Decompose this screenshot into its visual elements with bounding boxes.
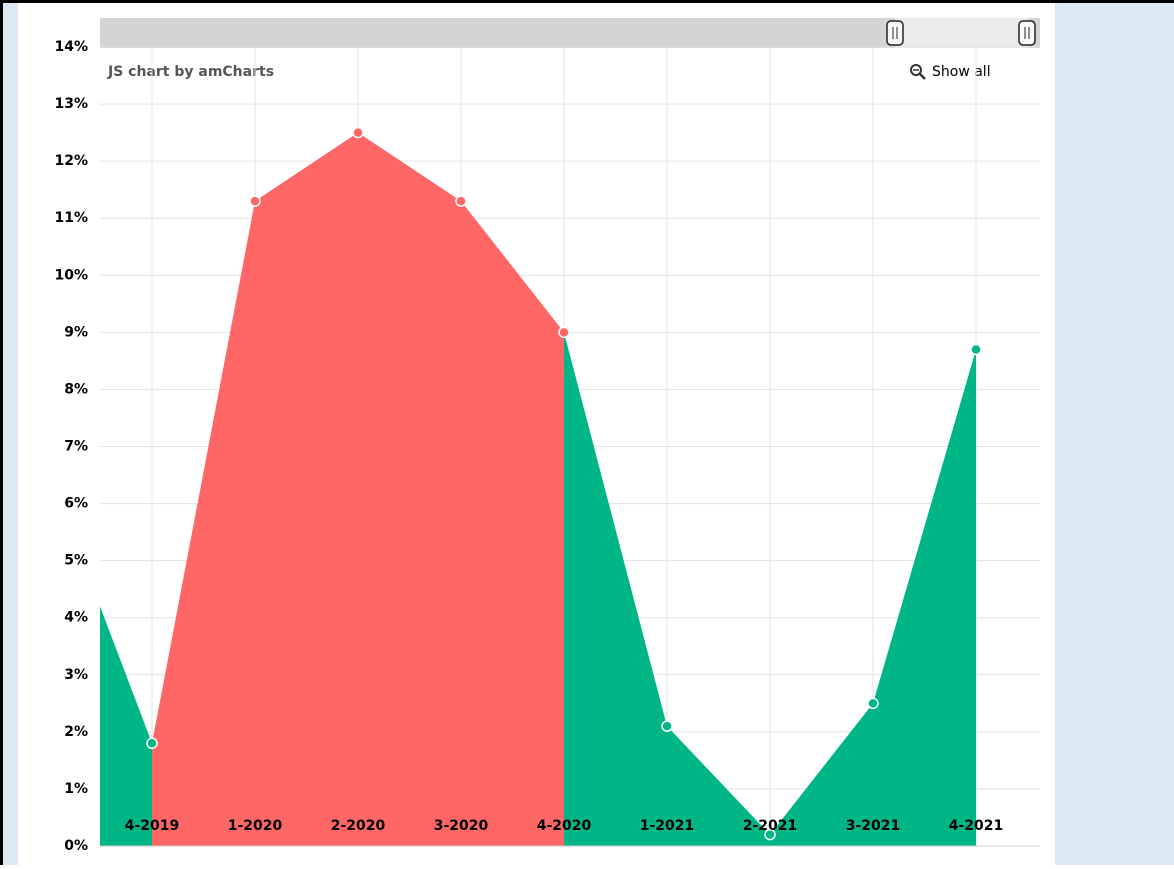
y-tick-label: 0%	[64, 838, 88, 854]
scrollbar-thumb[interactable]	[895, 18, 1028, 48]
y-tick-label: 8%	[64, 381, 88, 397]
y-tick-label: 6%	[64, 496, 88, 512]
area-segment	[358, 132, 461, 846]
y-tick-label: 2%	[64, 724, 88, 740]
x-tick-label: 4-2021	[949, 818, 1004, 834]
x-tick-label: 2-2020	[331, 818, 386, 834]
scrollbar-grip[interactable]	[1018, 20, 1036, 46]
data-point	[867, 697, 879, 710]
zoom-out-label[interactable]: Show all	[932, 64, 991, 80]
x-tick-label: 3-2021	[846, 818, 901, 834]
x-tick-label: 4-2019	[125, 818, 180, 834]
data-point	[970, 343, 982, 356]
y-tick-label: 12%	[54, 153, 88, 169]
data-point	[352, 126, 364, 139]
area-segment	[667, 726, 770, 846]
credit: JS chart by amCharts	[107, 64, 274, 80]
x-tick-label: 4-2020	[537, 818, 592, 834]
y-tick-label: 14%	[54, 39, 88, 55]
area-segment	[770, 703, 873, 846]
x-tick-label: 2-2021	[743, 818, 798, 834]
y-tick-label: 13%	[54, 96, 88, 112]
data-point	[661, 720, 673, 732]
data-point	[455, 195, 467, 207]
area-segment	[152, 201, 255, 847]
scrollbar[interactable]	[100, 18, 1040, 48]
y-tick-label: 3%	[64, 667, 88, 683]
y-tick-label: 4%	[64, 610, 88, 626]
data-point	[764, 828, 776, 841]
x-tick-label: 1-2021	[640, 818, 695, 834]
y-tick-label: 1%	[64, 781, 88, 797]
y-tick-label: 7%	[64, 439, 88, 455]
data-point	[146, 737, 158, 750]
x-tick-label: 1-2020	[228, 818, 283, 834]
y-tick-label: 5%	[64, 553, 88, 569]
area-segment	[564, 332, 667, 846]
area-segment	[255, 132, 358, 846]
area-segment	[100, 606, 152, 846]
data-point	[249, 195, 261, 207]
area-segment	[461, 201, 564, 847]
scrollbar-grip[interactable]	[886, 20, 904, 46]
y-tick-label: 11%	[54, 210, 88, 226]
y-tick-label: 9%	[64, 324, 88, 340]
area-segment	[873, 349, 976, 846]
data-point	[558, 326, 570, 339]
x-tick-label: 3-2020	[434, 818, 489, 834]
y-tick-label: 10%	[54, 267, 88, 283]
